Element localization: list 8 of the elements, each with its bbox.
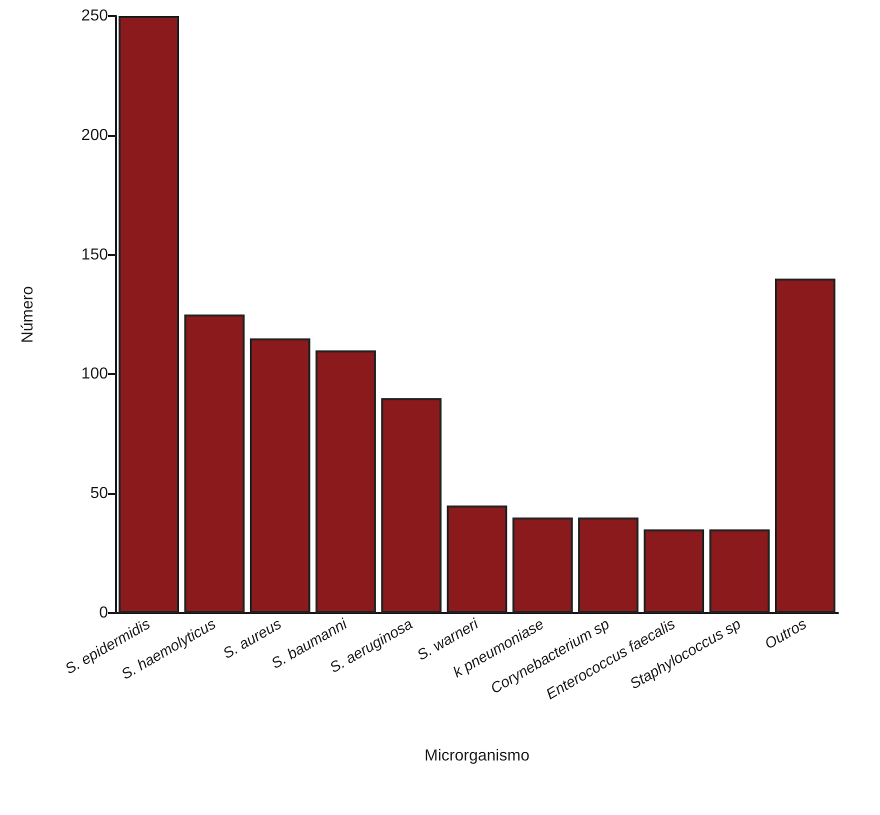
y-tick-label: 50 [90,485,108,502]
x-axis-title: Microrganismo [424,748,530,764]
y-tick-label: 0 [99,604,108,622]
y-tick-label: 150 [81,246,108,264]
y-tick-label: 200 [81,126,108,144]
y-tick-label: 250 [81,8,108,24]
y-axis-title: Número [20,286,36,343]
y-tick-label: 100 [81,366,108,383]
